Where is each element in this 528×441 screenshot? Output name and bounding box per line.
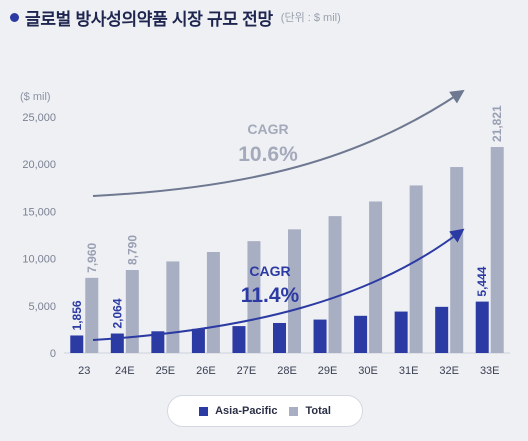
x-tick-label: 23 [78, 365, 90, 377]
chart-title: 글로벌 방사성의약품 시장 규모 전망 [25, 9, 273, 29]
bar-total [328, 216, 342, 353]
bar-total [409, 185, 423, 353]
y-unit-label: ($ mil) [20, 91, 51, 103]
bar-total [369, 201, 383, 353]
legend-item-asia-pacific: Asia-Pacific [199, 405, 277, 417]
x-tick-label: 29E [318, 365, 338, 377]
bar-asia-pacific [232, 326, 246, 353]
bar-total [85, 277, 99, 353]
y-tick-label: 20,000 [22, 159, 56, 171]
legend-swatch-asia-pacific [199, 406, 209, 416]
chart-legend: Asia-Pacific Total [167, 395, 363, 427]
bar-asia-pacific [435, 306, 449, 353]
bar-asia-pacific [394, 311, 408, 353]
y-tick-label: 25,000 [22, 112, 56, 124]
x-tick-label: 27E [237, 365, 257, 377]
bar-total [125, 270, 139, 353]
cagr-arrow-total [92, 89, 465, 197]
data-label-asia-pacific: 5,444 [475, 266, 489, 296]
bar-total [206, 251, 220, 353]
x-tick-label: 31E [399, 365, 419, 377]
x-tick-label: 24E [115, 365, 135, 377]
x-tick-label: 26E [196, 365, 216, 377]
bar-asia-pacific [354, 315, 368, 353]
data-label-asia-pacific: 2,064 [110, 298, 124, 328]
bar-asia-pacific [273, 322, 286, 353]
legend-swatch-total [289, 406, 299, 416]
bar-asia-pacific [191, 328, 205, 353]
bar-asia-pacific [313, 319, 327, 353]
chart-header: 글로벌 방사성의약품 시장 규모 전망 (단위 : $ mil) [10, 6, 341, 29]
bar-asia-pacific [70, 335, 84, 353]
bar-total [490, 147, 504, 353]
cagr-value-total: 10.6% [238, 143, 298, 166]
bar-total [166, 261, 180, 353]
bar-asia-pacific [151, 331, 165, 353]
legend-label-asia-pacific: Asia-Pacific [215, 405, 278, 417]
bar-total [247, 241, 261, 353]
x-tick-label: 33E [480, 365, 500, 377]
bar-total [450, 167, 464, 353]
y-tick-label: 15,000 [22, 206, 56, 218]
x-tick-label: 28E [277, 365, 297, 377]
y-tick-label: 10,000 [22, 254, 56, 266]
bullet-icon [10, 12, 19, 22]
bar-total [288, 229, 301, 353]
x-tick-label: 32E [439, 365, 459, 377]
bar-asia-pacific [110, 333, 124, 353]
data-label-total: 21,821 [490, 105, 504, 142]
data-label-total: 8,790 [125, 235, 139, 265]
cagr-label-asia-pacific: CAGR [249, 263, 290, 279]
cagr-label-total: CAGR [247, 121, 288, 137]
bar-asia-pacific [475, 301, 489, 353]
data-label-asia-pacific: 1,856 [70, 300, 84, 330]
legend-label-total: Total [305, 405, 331, 417]
y-tick-label: 0 [50, 348, 56, 360]
cagr-arrow-asia-pacific [92, 228, 465, 341]
unit-note: (단위 : $ mil) [280, 12, 341, 24]
legend-item-total: Total [289, 405, 331, 417]
y-tick-label: 5,000 [28, 301, 56, 313]
x-tick-label: 30E [358, 365, 378, 377]
x-tick-label: 25E [156, 365, 176, 377]
data-label-total: 7,960 [85, 243, 99, 273]
cagr-value-asia-pacific: 11.4% [241, 284, 300, 307]
